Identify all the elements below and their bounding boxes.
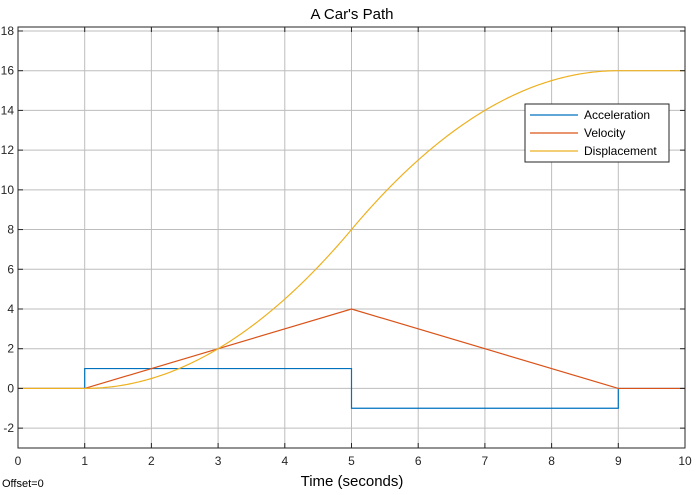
x-tick-label: 1 — [81, 454, 88, 468]
legend: Acceleration Velocity Displacement — [524, 103, 670, 163]
y-tick-label: 10 — [1, 183, 15, 197]
x-tick-label: 2 — [148, 454, 155, 468]
chart-title: A Car's Path — [311, 6, 394, 23]
series-line-displacement — [18, 70, 685, 390]
y-tick-label: 14 — [1, 103, 15, 117]
y-tick-label: 18 — [1, 24, 15, 38]
x-tick-label: 0 — [15, 454, 22, 468]
y-tick-label: 6 — [7, 262, 14, 276]
x-tick-label: 6 — [415, 454, 422, 468]
legend-label: Velocity — [584, 126, 625, 140]
y-ticks: -2 0 2 4 6 8 10 12 14 16 18 — [1, 24, 685, 435]
x-tick-label: 10 — [678, 454, 692, 468]
series-layer — [18, 70, 685, 409]
x-tick-label: 3 — [215, 454, 222, 468]
y-tick-label: 4 — [7, 302, 14, 316]
x-tick-label: 9 — [615, 454, 622, 468]
y-tick-label: 2 — [7, 342, 14, 356]
y-tick-label: 16 — [1, 64, 15, 78]
x-tick-label: 7 — [482, 454, 489, 468]
y-tick-label: 0 — [7, 381, 14, 395]
y-tick-label: 12 — [1, 143, 15, 157]
series-line-acceleration — [18, 367, 685, 409]
legend-label: Acceleration — [584, 108, 650, 122]
y-tick-label: 8 — [7, 223, 14, 237]
x-axis-label: Time (seconds) — [301, 473, 404, 490]
x-tick-label: 8 — [548, 454, 555, 468]
x-tick-label: 5 — [348, 454, 355, 468]
x-tick-label: 4 — [281, 454, 288, 468]
offset-status: Offset=0 — [2, 478, 44, 490]
x-ticks: 0 1 2 3 4 5 6 7 8 9 10 — [15, 27, 692, 468]
legend-label: Displacement — [584, 144, 657, 158]
y-tick-label: -2 — [3, 421, 14, 435]
